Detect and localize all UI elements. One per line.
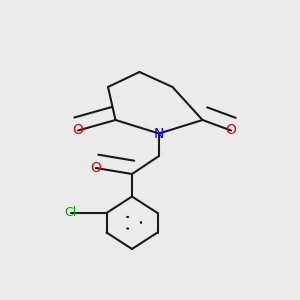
Text: N: N [154,127,164,140]
Text: O: O [91,161,101,175]
Text: Cl: Cl [64,206,76,220]
Text: O: O [226,124,236,137]
Text: O: O [73,124,83,137]
